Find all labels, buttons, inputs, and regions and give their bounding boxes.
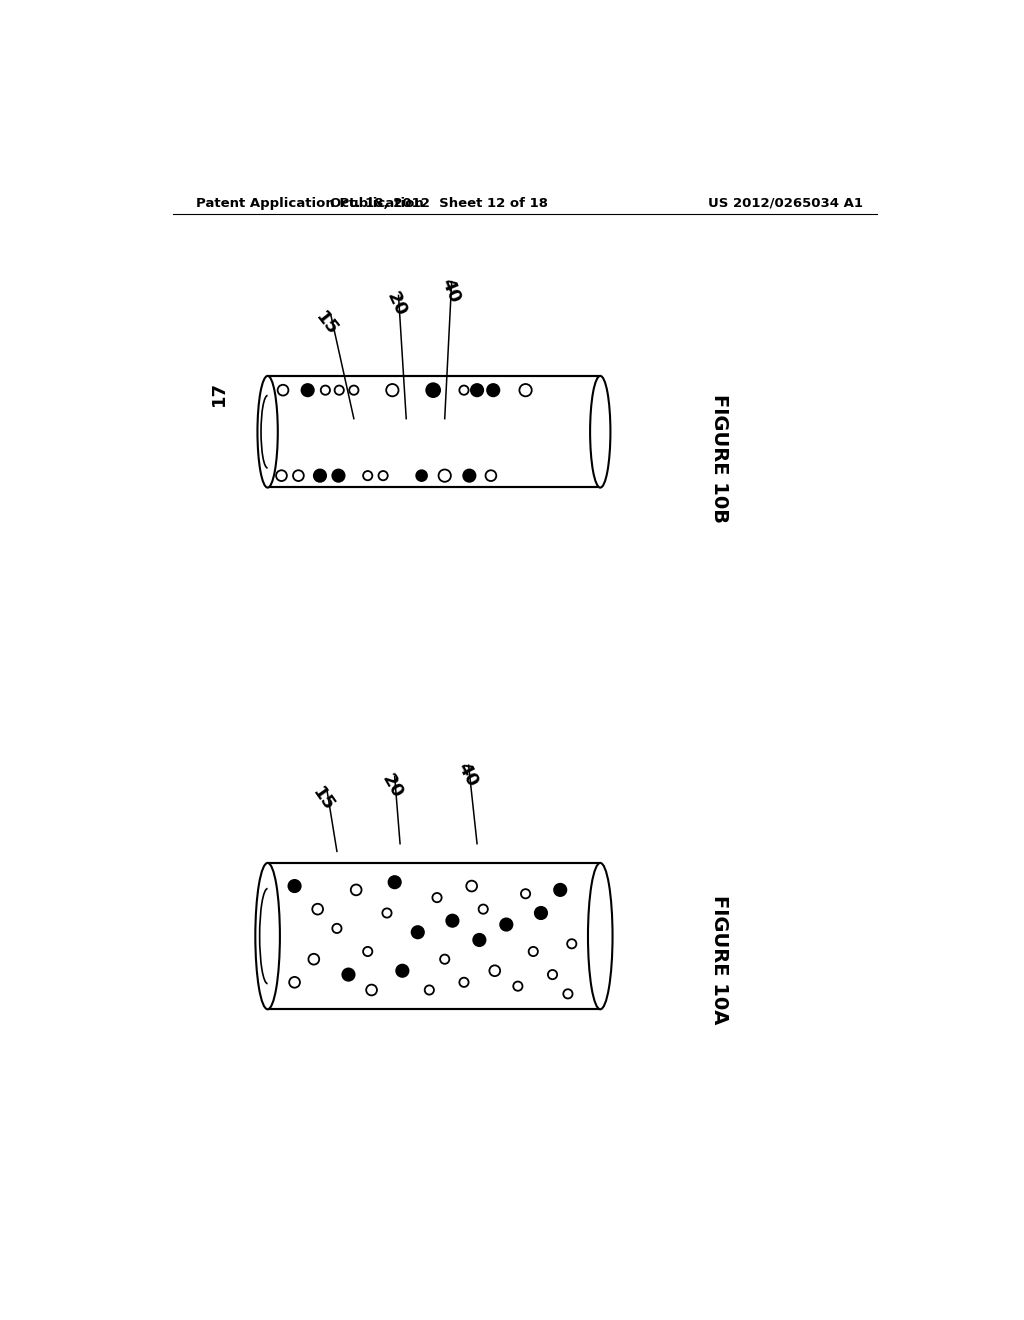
Text: 17: 17 <box>210 380 228 405</box>
Circle shape <box>548 970 557 979</box>
Circle shape <box>379 471 388 480</box>
Circle shape <box>460 385 469 395</box>
Circle shape <box>513 982 522 991</box>
Text: 15: 15 <box>312 309 342 339</box>
Circle shape <box>364 946 373 956</box>
Bar <box>267 376 600 487</box>
Text: 20: 20 <box>378 771 407 801</box>
Circle shape <box>382 908 391 917</box>
Circle shape <box>367 985 377 995</box>
Circle shape <box>364 471 373 480</box>
Circle shape <box>313 470 326 482</box>
Circle shape <box>342 969 354 981</box>
Circle shape <box>535 907 547 919</box>
Circle shape <box>432 892 441 903</box>
Circle shape <box>519 384 531 396</box>
Circle shape <box>396 965 409 977</box>
Circle shape <box>485 470 497 480</box>
Circle shape <box>386 384 398 396</box>
Ellipse shape <box>588 863 612 1010</box>
Circle shape <box>388 876 400 888</box>
Circle shape <box>554 884 566 896</box>
Circle shape <box>440 954 450 964</box>
Circle shape <box>426 383 440 397</box>
Circle shape <box>312 904 323 915</box>
Ellipse shape <box>255 863 280 1010</box>
Circle shape <box>278 385 289 396</box>
Text: 20: 20 <box>383 289 410 319</box>
Circle shape <box>289 977 300 987</box>
Circle shape <box>301 384 313 396</box>
Circle shape <box>500 919 512 931</box>
Circle shape <box>463 470 475 482</box>
Ellipse shape <box>257 376 278 487</box>
Ellipse shape <box>590 376 610 487</box>
Circle shape <box>308 954 319 965</box>
Circle shape <box>471 384 483 396</box>
Circle shape <box>333 470 345 482</box>
Circle shape <box>293 470 304 480</box>
Text: 15: 15 <box>308 784 338 814</box>
Circle shape <box>563 989 572 998</box>
Circle shape <box>351 884 361 895</box>
Circle shape <box>276 470 287 480</box>
Circle shape <box>528 946 538 956</box>
Circle shape <box>416 470 427 480</box>
Circle shape <box>335 385 344 395</box>
Circle shape <box>425 985 434 995</box>
Text: 40: 40 <box>437 276 463 306</box>
Circle shape <box>478 904 487 913</box>
Text: 40: 40 <box>454 759 481 789</box>
Circle shape <box>521 890 530 899</box>
Text: Oct. 18, 2012  Sheet 12 of 18: Oct. 18, 2012 Sheet 12 of 18 <box>330 197 548 210</box>
Circle shape <box>460 978 469 987</box>
Bar <box>267 863 600 1010</box>
Circle shape <box>321 385 330 395</box>
Circle shape <box>446 915 459 927</box>
Text: FIGURE 10A: FIGURE 10A <box>710 895 729 1024</box>
Text: Patent Application Publication: Patent Application Publication <box>196 197 424 210</box>
Text: US 2012/0265034 A1: US 2012/0265034 A1 <box>708 197 863 210</box>
Text: FIGURE 10B: FIGURE 10B <box>710 395 729 523</box>
Circle shape <box>349 385 358 395</box>
Circle shape <box>489 965 500 977</box>
Circle shape <box>567 940 577 949</box>
Circle shape <box>438 470 451 482</box>
Circle shape <box>487 384 500 396</box>
Circle shape <box>473 933 485 946</box>
Circle shape <box>466 880 477 891</box>
Circle shape <box>289 880 301 892</box>
Circle shape <box>333 924 342 933</box>
Circle shape <box>412 927 424 939</box>
